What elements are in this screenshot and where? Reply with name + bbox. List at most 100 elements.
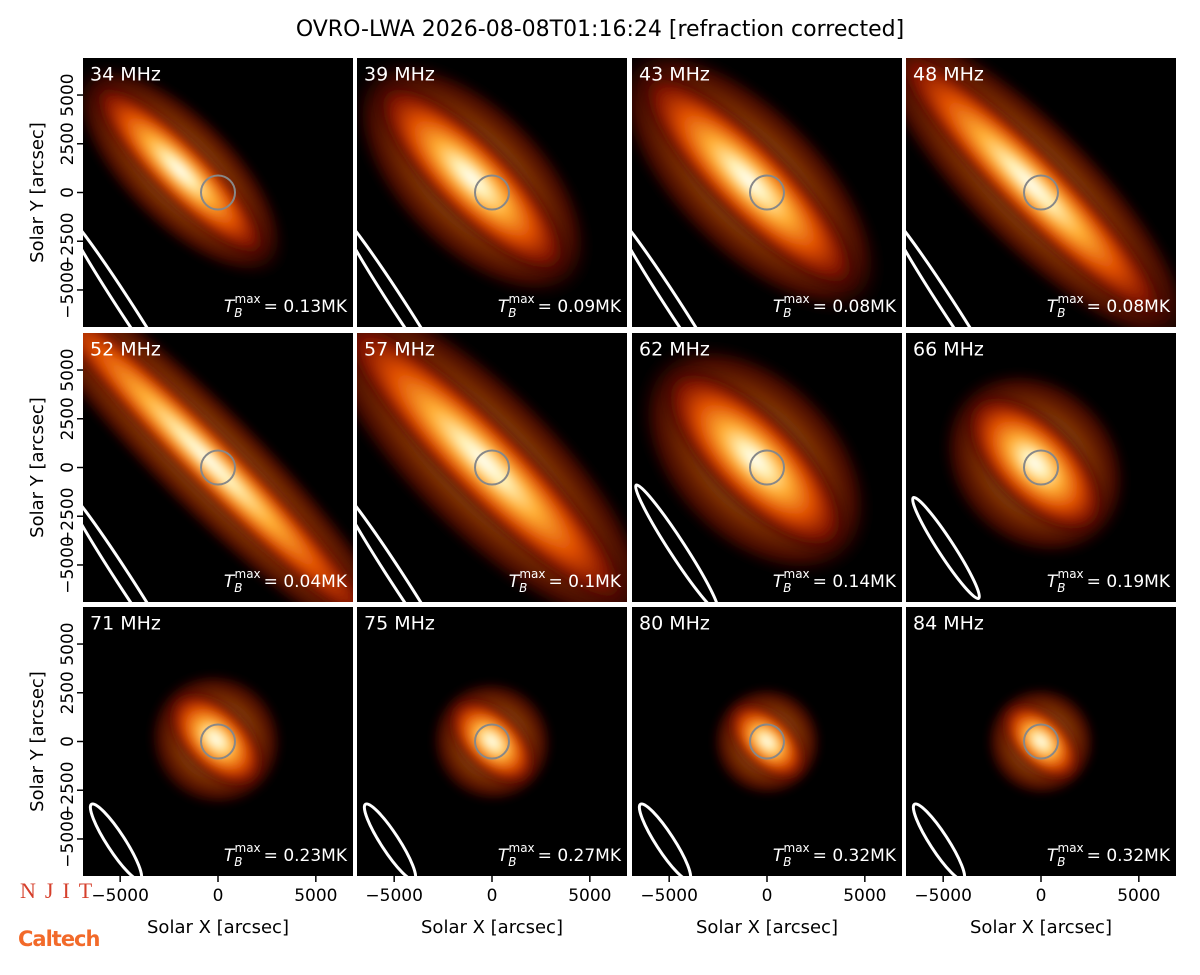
x-tick-label: −5000 xyxy=(914,886,972,906)
panel xyxy=(83,607,353,876)
x-tick-label: −5000 xyxy=(91,886,149,906)
solar-disk xyxy=(749,449,785,486)
annotation: TBmax = 0.08MK xyxy=(1047,292,1171,320)
solar-disk xyxy=(1023,723,1059,760)
panel xyxy=(357,333,627,602)
annotation-text: = 0.23MK xyxy=(264,846,348,866)
y-tick-label: −5000 xyxy=(58,261,78,319)
y-tick-label: 2500 xyxy=(58,397,78,440)
beam xyxy=(637,802,693,876)
y-tick-label: −2500 xyxy=(58,212,78,270)
emission xyxy=(83,333,353,602)
beam xyxy=(357,484,459,602)
annotation-superscript: max xyxy=(509,841,535,855)
beam xyxy=(83,484,185,602)
x-axis-label: Solar X [arcsec] xyxy=(421,917,563,938)
x-tick-label: 5000 xyxy=(568,886,611,906)
emission xyxy=(88,79,272,262)
panel-label: 84 MHz xyxy=(913,613,984,635)
annotation-text: = 0.14MK xyxy=(813,572,897,592)
panel-label: 62 MHz xyxy=(639,339,710,361)
annotation-symbol: T xyxy=(224,297,236,317)
panel xyxy=(906,58,1176,327)
beam xyxy=(634,483,720,602)
annotation: TBmax = 0.14MK xyxy=(773,567,897,595)
x-tick-label: 0 xyxy=(213,886,224,906)
emission xyxy=(372,78,572,279)
panel xyxy=(357,607,627,876)
annotation-symbol: T xyxy=(498,846,510,866)
y-tick-label: 0 xyxy=(58,736,78,747)
panel xyxy=(632,607,902,876)
y-tick-label: −2500 xyxy=(58,487,78,545)
y-tick-label: 2500 xyxy=(58,671,78,714)
annotation-text: = 0.08MK xyxy=(1087,297,1171,317)
chart-title: OVRO-LWA 2026-08-08T01:16:24 [refraction… xyxy=(296,17,904,42)
panel-label: 52 MHz xyxy=(90,339,161,361)
annotation: TBmax = 0.08MK xyxy=(773,292,897,320)
annotation-subscript: B xyxy=(519,581,527,595)
annotation-text: = 0.04MK xyxy=(264,572,348,592)
panel xyxy=(632,58,902,327)
panel-label: 39 MHz xyxy=(364,64,435,86)
annotation-subscript: B xyxy=(234,306,242,320)
annotation-symbol: T xyxy=(1047,572,1059,592)
annotation: TBmax = 0.32MK xyxy=(773,841,897,869)
annotation-subscript: B xyxy=(508,306,516,320)
emission xyxy=(635,66,863,295)
annotation-subscript: B xyxy=(1057,855,1065,869)
solar-disk xyxy=(474,174,510,211)
emission xyxy=(906,58,1175,327)
x-tick-label: −5000 xyxy=(365,886,423,906)
annotation-superscript: max xyxy=(235,841,261,855)
annotation: TBmax = 0.1MK xyxy=(509,567,622,595)
beam xyxy=(906,209,1008,327)
panel-label: 80 MHz xyxy=(639,613,710,635)
y-tick-label: 5000 xyxy=(58,622,78,665)
solar-disk xyxy=(1023,449,1059,486)
x-tick-label: 5000 xyxy=(294,886,337,906)
x-tick-label: 0 xyxy=(1036,886,1047,906)
panel-label: 34 MHz xyxy=(90,64,161,86)
annotation: TBmax = 0.27MK xyxy=(498,841,622,869)
solar-disk xyxy=(474,723,510,760)
annotation-symbol: T xyxy=(773,846,785,866)
x-tick-label: 5000 xyxy=(1117,886,1160,906)
emission xyxy=(999,700,1083,783)
x-tick-label: −5000 xyxy=(640,886,698,906)
beam xyxy=(911,802,967,876)
annotation-text: = 0.1MK xyxy=(549,572,622,592)
x-tick-label: 0 xyxy=(487,886,498,906)
y-axis-label: Solar Y [arcsec] xyxy=(27,671,48,812)
annotation-superscript: max xyxy=(1058,841,1084,855)
annotation-text: = 0.09MK xyxy=(538,297,622,317)
annotation-symbol: T xyxy=(498,297,510,317)
annotation-text: = 0.27MK xyxy=(538,846,622,866)
solar-disk xyxy=(474,449,510,486)
beam xyxy=(83,209,185,327)
beam xyxy=(362,802,418,876)
annotation-symbol: T xyxy=(224,846,236,866)
annotation-text: = 0.08MK xyxy=(813,297,897,317)
annotation-subscript: B xyxy=(783,855,791,869)
solar-disk xyxy=(749,174,785,211)
annotation-subscript: B xyxy=(234,855,242,869)
annotation-superscript: max xyxy=(784,841,810,855)
annotation-text: = 0.19MK xyxy=(1087,572,1171,592)
annotation-superscript: max xyxy=(519,567,545,581)
panel xyxy=(906,333,1176,602)
panel-label: 57 MHz xyxy=(364,339,435,361)
emission xyxy=(446,695,538,788)
y-axis-label: Solar Y [arcsec] xyxy=(27,397,48,538)
annotation: TBmax = 0.13MK xyxy=(224,292,348,320)
annotation-symbol: T xyxy=(1047,846,1059,866)
panel-label: 43 MHz xyxy=(639,64,710,86)
annotation-symbol: T xyxy=(1047,297,1059,317)
annotation-superscript: max xyxy=(784,292,810,306)
beam xyxy=(911,495,981,601)
annotation-subscript: B xyxy=(783,306,791,320)
panel-label: 48 MHz xyxy=(913,64,984,86)
y-tick-label: −2500 xyxy=(58,761,78,819)
panel xyxy=(632,333,902,602)
